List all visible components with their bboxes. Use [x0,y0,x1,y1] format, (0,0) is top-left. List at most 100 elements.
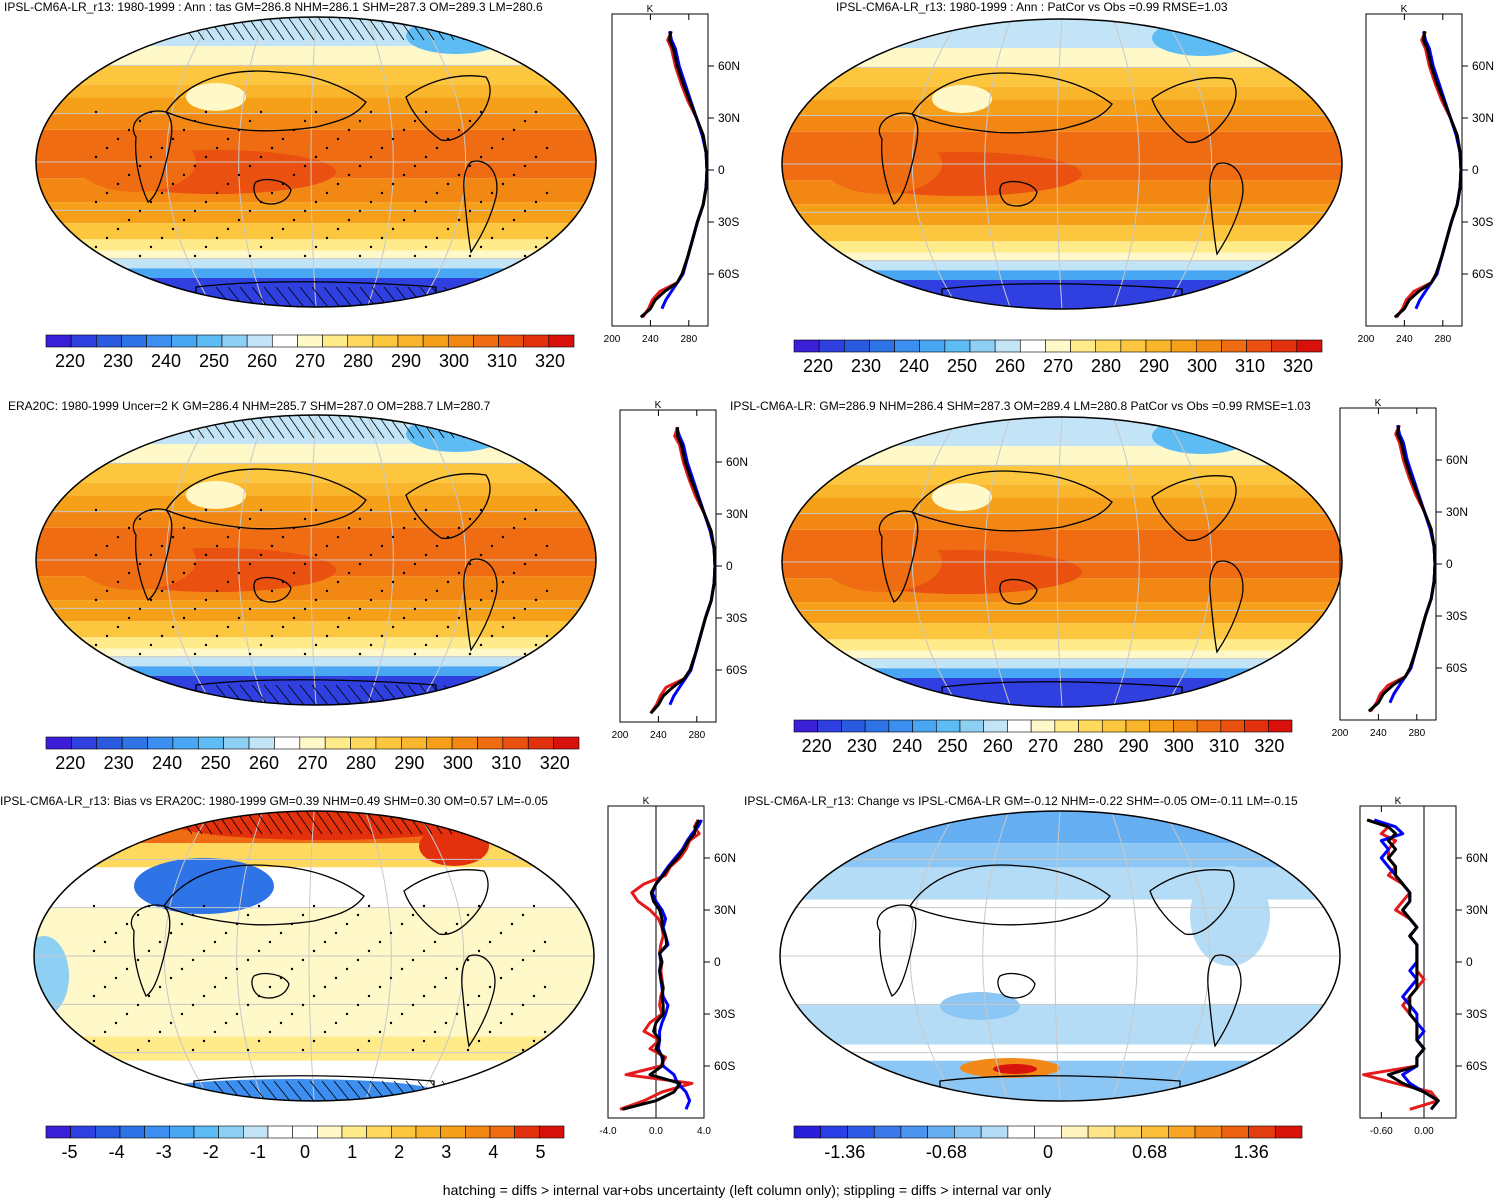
graticule-lon [1164,19,1213,309]
y-tick-label: 30S [718,215,739,229]
colorbar-box [1271,339,1298,353]
y-tick-label: 60N [726,455,748,469]
stippling [92,904,547,1052]
map-border [35,16,597,308]
map-field [36,17,596,307]
colorbar-label: 220 [802,736,832,756]
map-tas-patcor [781,18,1343,310]
x-tick-label: 280 [1408,728,1425,739]
colorbar-box [935,719,961,733]
colorbar-box [45,736,72,750]
map-field [34,811,594,1101]
coastline [251,973,290,999]
map-tas-era20c [35,414,597,706]
coastline [1207,954,1242,1048]
colorbar-label: 310 [1209,736,1239,756]
colorbar-box [324,736,351,750]
x-tick-label: 0.00 [1414,1126,1434,1137]
colorbar-box [299,736,326,750]
colorbar-box [1045,339,1071,353]
graticule-lon [416,811,465,1101]
zonal-series-line [1369,424,1437,713]
coastline [909,864,1111,926]
colorbar-box [71,736,98,750]
colorbar-label: 300 [443,753,473,773]
coastline [1209,162,1244,256]
coastline [405,75,491,142]
y-tick-label: 60N [1472,59,1494,73]
colorbar-box [1070,339,1097,353]
colorbar-label: 290 [394,753,424,773]
y-tick-label: 60S [1472,267,1493,281]
zonal-mean-change: 60N 30N 0 30S 60S -0.60 0.00 K [1359,796,1488,1137]
colorbar-box [375,736,402,750]
coastline [193,1075,435,1101]
colorbar-box [864,719,890,733]
graticule-lon [1110,811,1138,1101]
zonal-mean-tas-model-ensemble: 60N 30N 0 30S 60S 200 240 280 K [1332,398,1468,739]
y-tick-label: 30S [1466,1007,1487,1021]
colorbar-box [193,1125,219,1139]
zonal-series-line [1393,31,1463,319]
colorbar-label: 300 [1187,356,1217,376]
colorbar-box [350,736,377,750]
graticule-lon [308,811,315,1101]
colorbar-box [267,1125,293,1139]
colorbar-label: 240 [152,753,182,773]
colorbar-box [1173,719,1198,733]
colorbar-box [1149,719,1174,733]
y-tick-label: 30N [714,903,736,917]
colorbar-label: 320 [535,351,565,371]
y-tick-label: 30N [726,507,748,521]
graticule-lon [982,811,1010,1101]
zonal-mean-tas-model-r13: 60N 30N 0 30S 60S 200 240 280 K [604,4,740,345]
colorbar-label: -3 [156,1142,172,1162]
colorbar-label: 270 [1028,736,1058,756]
y-tick-label: 30S [726,611,747,625]
footer-note: hatching = diffs > internal var+obs unce… [442,1182,1052,1198]
colorbar-box [218,1125,244,1139]
colorbar-label: 280 [1091,356,1121,376]
colorbar-label: 240 [899,356,929,376]
coastline [939,1075,1181,1101]
coastline [463,160,498,254]
colorbar-box [96,736,123,750]
colorbar-box [1221,1125,1249,1139]
colorbar-box [959,719,985,733]
colorbar-label: 290 [1139,356,1169,376]
x-tick-label: 240 [650,730,667,741]
colorbar-label: 260 [995,356,1025,376]
colorbar-box [818,339,845,353]
colorbar-label: 220 [55,753,85,773]
colorbar-box [1030,719,1056,733]
zonal-series-line [639,31,709,319]
graticule-lon [984,417,1012,707]
colorbar-label: 1.36 [1234,1142,1269,1162]
colorbar-box [391,1125,417,1139]
colorbar-label: 250 [947,356,977,376]
y-tick-label: 0 [1446,557,1453,571]
coastline [463,558,498,652]
colorbar-box [372,334,399,348]
colorbar-label: -5 [62,1142,78,1162]
colorbar-label: 4 [488,1142,498,1162]
colorbar-label: 300 [1164,736,1194,756]
coastline [195,679,437,705]
colorbar-label: 280 [343,351,373,371]
graticule-lon [310,415,317,705]
y-tick-label: 0 [1472,163,1479,177]
colorbar-box [1054,719,1079,733]
colorbar-label: 320 [1254,736,1284,756]
colorbar-label: -2 [203,1142,219,1162]
colorbar-change: -1.36 -0.68 0 0.68 1.36 [793,1125,1303,1162]
colorbar-box [888,719,913,733]
colorbar-box [1061,1125,1089,1139]
colorbar-box [397,334,424,348]
colorbar-label: 230 [847,736,877,756]
colorbar-box [401,736,428,750]
colorbar-box [196,334,223,348]
y-tick-label: 0 [1466,955,1473,969]
x-tick-label: -4.0 [599,1126,617,1137]
graticule-lon [418,17,467,307]
colorbar-box [980,1125,1009,1139]
